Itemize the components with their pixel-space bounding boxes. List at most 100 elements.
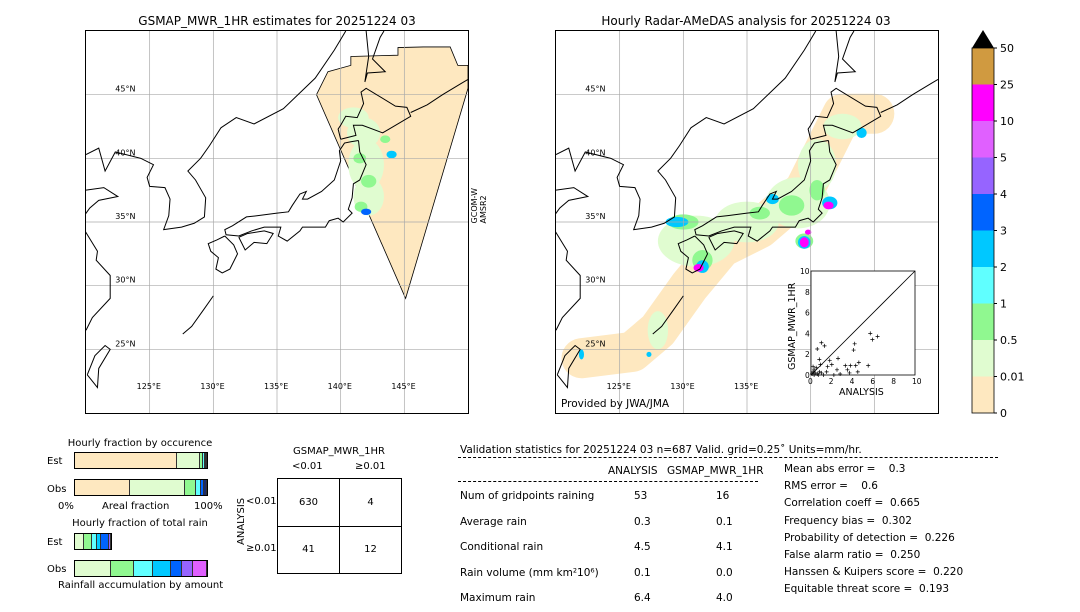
lat-tick-label: 25°N: [115, 339, 135, 348]
bar-segment: [75, 534, 84, 549]
y-tick-label: 0: [805, 371, 810, 380]
scatter-point: [853, 363, 858, 368]
colorbar-segment: [972, 303, 994, 340]
bar-segment: [203, 480, 207, 495]
stat-analysis: 6.4: [634, 592, 651, 604]
bar-segment: [75, 561, 112, 576]
scatter-point: [822, 343, 827, 348]
bar-segment: [203, 453, 205, 468]
scatter-point: [843, 363, 848, 368]
x-tick-label: 2: [829, 377, 834, 386]
coastline-china: [79, 187, 120, 331]
lat-tick-label: 45°N: [585, 85, 605, 94]
coastline-shikoku: [238, 230, 274, 251]
scatter-point: [835, 367, 839, 372]
colorbar-label: 2: [1000, 261, 1007, 274]
occurrence-est-bar: [74, 452, 208, 469]
bar-segment: [111, 561, 134, 576]
colorbar-segment: [972, 230, 994, 267]
stat-gsmap: 0.0: [716, 566, 733, 579]
scatter-point: [870, 337, 875, 342]
scatter-point: [831, 373, 836, 377]
coastline-ryukyu: [182, 295, 214, 335]
y-tick-label: 10: [800, 267, 810, 276]
coastline-taiwan: [556, 344, 581, 389]
row-label-0: <0.01: [246, 496, 277, 507]
colorbar-label: 0: [1000, 407, 1007, 420]
score-line: Equitable threat score = 0.193: [784, 583, 950, 596]
scatter-point: [819, 340, 824, 345]
scatter-point: [847, 370, 852, 375]
y-tick-label: 2: [805, 350, 810, 359]
right-map[interactable]: 25°N 30°N 35°N 40°N 45°N 125°E 130°E 135°E Provi…: [549, 30, 939, 414]
stat-label: Maximum rain: [460, 592, 536, 604]
rain-area: [646, 351, 652, 357]
rain-area: [799, 237, 809, 248]
scatter-point: [875, 334, 880, 339]
lon-tick-label: 135°E: [264, 382, 288, 391]
score-line: RMS error = 0.6: [784, 480, 878, 493]
scatter-point: [852, 341, 857, 346]
rain-area: [809, 179, 825, 201]
lat-tick-label: 45°N: [115, 85, 135, 94]
left-map[interactable]: 25°N 30°N 35°N 40°N 45°N 125°E 130°E 135°E 140°E…: [79, 30, 469, 414]
y-tick-label: 8: [805, 288, 810, 297]
score-line: False alarm ratio = 0.250: [784, 549, 921, 561]
bar-segment: [177, 453, 201, 468]
occurrence-obs-bar: [74, 479, 208, 496]
stat-gsmap: 16: [716, 490, 730, 502]
colorbar-segment: [972, 194, 994, 231]
x-tick-label: 10: [912, 377, 922, 386]
colorbar-label: 25: [1000, 79, 1014, 92]
bar-segment: [193, 561, 207, 576]
lat-tick-label: 35°N: [585, 212, 605, 221]
lat-tick-label: 40°N: [115, 148, 135, 157]
coastline-kyushu: [677, 235, 709, 274]
scatter-point: [845, 367, 850, 372]
stat-analysis: 53: [634, 490, 648, 502]
scatter-point: [825, 364, 830, 369]
stat-analysis: 4.5: [634, 541, 651, 553]
bar-segment: [83, 534, 92, 549]
scatter-point: [866, 363, 871, 368]
x-tick-label: 0: [808, 377, 813, 386]
occ-est-label: Est: [47, 456, 63, 467]
contingency-title: GSMAP_MWR_1HR: [293, 446, 385, 457]
scatter-point: [815, 347, 820, 351]
scatter-point: [818, 362, 823, 367]
coastline-korea: [555, 30, 817, 231]
occ-tick-left: 0%: [58, 501, 74, 512]
bar-segment: [129, 480, 186, 495]
scatter-point: [836, 356, 841, 361]
bar-segment: [75, 480, 130, 495]
stats-header: Validation statistics for 20251224 03 n=…: [460, 444, 862, 456]
bar-segment: [181, 561, 194, 576]
colorbar-label: 5: [1000, 152, 1007, 165]
rain-area: [778, 195, 805, 216]
scatter-ylabel: GSMAP_MWR_1HR: [787, 282, 798, 370]
rain-area: [856, 127, 867, 138]
rain-area: [386, 150, 397, 159]
stat-analysis: 0.1: [634, 566, 651, 579]
bar-segment: [152, 561, 172, 576]
y-tick-label: 6: [805, 309, 810, 318]
lat-tick-label: 25°N: [585, 339, 605, 348]
col-label-0: <0.01: [292, 461, 323, 472]
scatter-point: [855, 369, 860, 374]
lat-tick-label: 30°N: [115, 276, 135, 285]
scatter-point: [829, 362, 834, 367]
scatter-point: [813, 370, 818, 375]
credit-text: Provided by JWA/JMA: [561, 398, 670, 410]
rain-area: [749, 206, 770, 220]
right-map-title: Hourly Radar-AMeDAS analysis for 2025122…: [601, 14, 891, 28]
score-line: Hanssen & Kuipers score = 0.220: [784, 566, 964, 579]
scatter-point: [838, 371, 843, 376]
occ-xlabel: Areal fraction: [102, 501, 170, 512]
rain-obs-label: Obs: [47, 564, 67, 575]
lon-tick-label: 145°E: [391, 382, 415, 391]
coastline-sakhalin: [834, 30, 857, 83]
bar-segment: [171, 561, 182, 576]
totalrain-xlabel: Rainfall accumulation by amount: [58, 580, 224, 591]
colorbar-segment: [972, 376, 994, 413]
colorbar-label: 4: [1000, 188, 1007, 201]
